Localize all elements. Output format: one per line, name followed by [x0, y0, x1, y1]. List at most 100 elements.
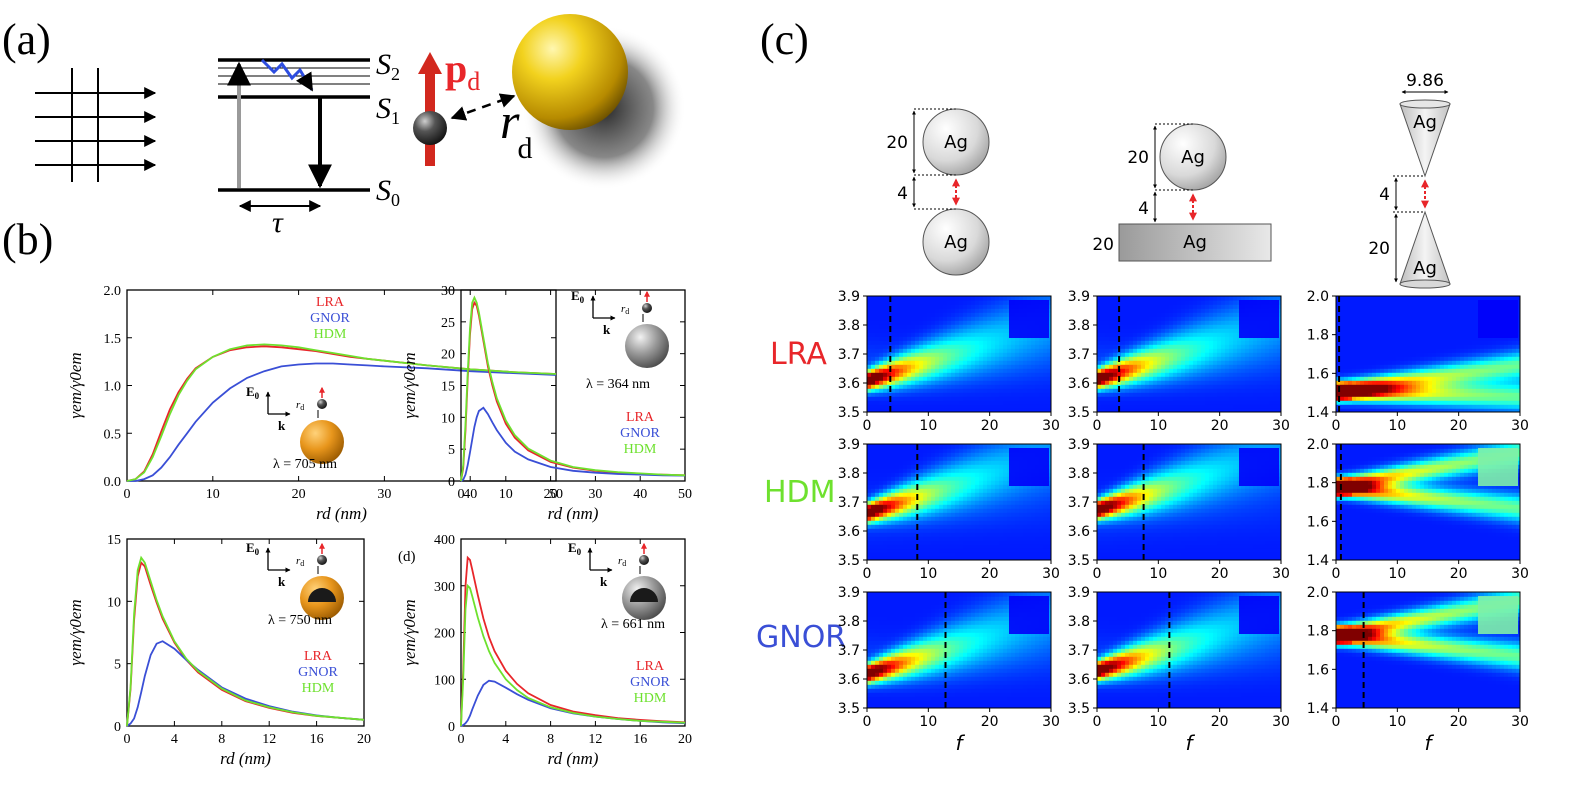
heatmap-cell	[1177, 400, 1182, 405]
heatmap-cell	[979, 360, 984, 365]
heatmap-cell	[1035, 340, 1040, 345]
heatmap-cell	[939, 296, 944, 301]
heatmap-cell	[1440, 404, 1445, 409]
heatmap-cell	[931, 508, 936, 513]
heatmap-cell	[871, 372, 876, 377]
heatmap-cell	[1217, 300, 1222, 305]
heatmap-cell	[939, 336, 944, 341]
heatmap-cell	[1392, 348, 1397, 353]
heatmap-cell	[1237, 364, 1242, 369]
heatmap-cell	[959, 408, 964, 412]
heatmap-cell	[951, 444, 956, 449]
heatmap-cell	[923, 480, 928, 485]
heatmap-cell	[1444, 360, 1449, 365]
heatmap-cell	[1416, 408, 1421, 412]
heatmap-cell	[1340, 376, 1345, 381]
heatmap-cell	[1416, 348, 1421, 353]
heatmap-cell	[1169, 384, 1174, 389]
heatmap-cell	[1380, 312, 1385, 317]
heatmap-cell	[907, 468, 912, 473]
heatmap-cell	[883, 404, 888, 409]
heatmap-cell	[979, 376, 984, 381]
heatmap-cell	[1432, 396, 1437, 401]
heatmap-cell	[947, 556, 952, 560]
heatmap-cell	[1101, 384, 1106, 389]
heatmap-cell	[1424, 408, 1429, 412]
heatmap-cell	[923, 500, 928, 505]
heatmap-cell	[1392, 332, 1397, 337]
heatmap-cell	[1516, 360, 1520, 365]
heatmap-cell	[1019, 392, 1024, 397]
heatmap-cell	[1023, 360, 1028, 365]
heatmap-cell	[955, 316, 960, 321]
heatmap-cell	[1121, 388, 1126, 393]
heatmap-cell	[895, 492, 900, 497]
heatmap-cell	[871, 448, 876, 453]
heatmap-cell	[875, 296, 880, 301]
heatmap-cell	[875, 344, 880, 349]
heatmap-cell	[911, 444, 916, 449]
heatmap-cell	[959, 404, 964, 409]
heatmap-cell	[967, 404, 972, 409]
heatmap-hdm-1: 0 10 20 303.53.63.73.83.9	[838, 437, 1060, 582]
plot-frame	[126, 538, 365, 727]
heatmap-cell	[1404, 352, 1409, 357]
y-tick-label: 15	[441, 380, 455, 395]
wavelength-annotation: λ = 750 nm	[268, 613, 332, 628]
heatmap-cell	[943, 360, 948, 365]
heatmap-cell	[1269, 296, 1274, 301]
heatmap-cell	[1380, 388, 1385, 393]
heatmap-cell	[911, 296, 916, 301]
heatmap-cell	[1464, 320, 1469, 325]
heatmap-cell	[1011, 348, 1016, 353]
heatmap-cell	[1516, 400, 1520, 405]
heatmap-cell	[1468, 364, 1473, 369]
heatmap-cell	[1205, 300, 1210, 305]
heatmap-cell	[1105, 408, 1110, 412]
heatmap-cell	[1141, 376, 1146, 381]
heatmap-cell	[1125, 320, 1130, 325]
heatmap-cell	[911, 320, 916, 325]
heatmap-cell	[975, 340, 980, 345]
heatmap-cell	[883, 556, 888, 560]
heatmap-cell	[1137, 324, 1142, 329]
heatmap-cell	[887, 460, 892, 465]
heatmap-cell	[1105, 400, 1110, 405]
heatmap-cell	[1396, 376, 1401, 381]
heatmap-cell	[1217, 336, 1222, 341]
heatmap-cell	[1121, 380, 1126, 385]
heatmap-cell	[935, 536, 940, 541]
heatmap-cell	[1217, 380, 1222, 385]
heatmap-cell	[1197, 396, 1202, 401]
heatmap-cell	[1217, 340, 1222, 345]
heatmap-cell	[899, 356, 904, 361]
heatmap-cell	[875, 324, 880, 329]
heatmap-cell	[1424, 352, 1429, 357]
heatmap-cell	[1047, 348, 1051, 353]
heatmap-cell	[1464, 328, 1469, 333]
heatmap-cell	[1444, 404, 1449, 409]
heatmap-cell	[867, 408, 872, 412]
heatmap-cell	[1277, 400, 1281, 405]
heatmap-cell	[1277, 356, 1281, 361]
heatmap-cell	[1420, 336, 1425, 341]
heatmap-cell	[1225, 388, 1230, 393]
heatmap-cell	[987, 316, 992, 321]
heatmap-cell	[1177, 364, 1182, 369]
heatmap-cell	[871, 340, 876, 345]
heatmap-cell	[1205, 408, 1210, 412]
heatmap-cell	[1456, 300, 1461, 305]
heatmap-cell	[879, 372, 884, 377]
heatmap-cell	[931, 464, 936, 469]
heatmap-cell	[1225, 324, 1230, 329]
heatmap-cell	[1209, 384, 1214, 389]
heatmap-cell	[1153, 312, 1158, 317]
heatmap-cell	[1237, 348, 1242, 353]
heatmap-cell	[883, 444, 888, 449]
heatmap-cell	[991, 340, 996, 345]
heatmap-cell	[1468, 320, 1473, 325]
heatmap-cell	[959, 356, 964, 361]
heatmap-cell	[1261, 380, 1266, 385]
heatmap-cell	[1452, 336, 1457, 341]
